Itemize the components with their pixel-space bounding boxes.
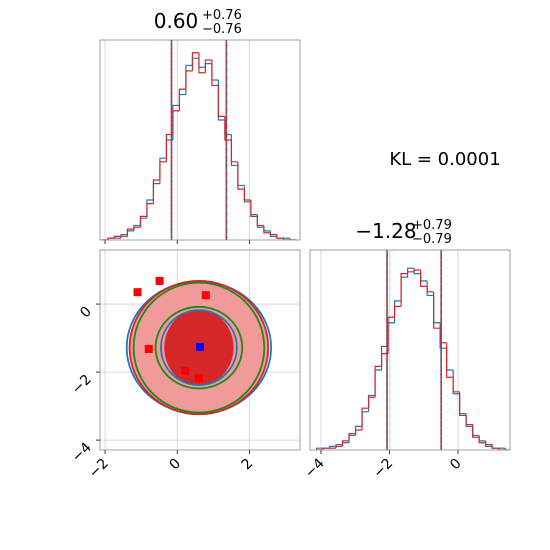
axes-frame: [99, 39, 301, 241]
histogram-step: [120, 233, 128, 239]
histogram-step: [107, 237, 115, 240]
histogram-step: [459, 391, 467, 417]
histogram-step: [491, 444, 499, 449]
histogram-step: [426, 280, 434, 297]
kl-annotation: KL = 0.0001: [389, 149, 500, 170]
contour-line: [154, 305, 244, 390]
histogram-step: [276, 234, 284, 239]
histogram-step: [485, 442, 493, 446]
histogram-step: [126, 228, 134, 237]
histogram-step: [172, 110, 180, 135]
histogram-step: [472, 424, 480, 438]
title-plus: +0.79: [412, 218, 452, 233]
histogram-step: [191, 52, 199, 71]
histogram-step: [178, 88, 186, 111]
histogram-step: [146, 203, 154, 217]
histogram-step: [243, 189, 251, 201]
panel: [315, 250, 510, 450]
histogram-step: [380, 353, 389, 367]
point: [133, 288, 142, 297]
histogram-step: [452, 377, 460, 393]
panel-title: 0.60: [154, 9, 199, 33]
histogram-step: [387, 316, 395, 354]
point: [181, 367, 190, 376]
contour-line: [160, 309, 238, 386]
histogram-step: [250, 200, 258, 217]
histogram-step: [133, 226, 141, 230]
axes-frame: [309, 249, 511, 451]
panel: [101, 40, 297, 240]
histogram-step: [322, 447, 330, 450]
histogram-step: [328, 445, 337, 449]
point: [201, 291, 210, 300]
histogram-step: [159, 161, 167, 180]
histogram-step: [426, 286, 434, 293]
histogram-step: [198, 52, 206, 74]
histogram-step: [341, 440, 350, 447]
histogram-step: [367, 396, 376, 409]
histogram-step: [185, 70, 193, 90]
histogram-step: [211, 60, 219, 87]
title-value: 0.60: [154, 9, 199, 33]
histogram-step: [139, 215, 147, 228]
point: [194, 374, 203, 383]
histogram-step: [439, 328, 447, 344]
histogram-step: [348, 433, 356, 441]
histogram-step: [393, 305, 402, 318]
title-minus: −0.76: [202, 22, 242, 37]
point: [144, 344, 153, 353]
histogram-step: [433, 291, 441, 329]
histogram-step: [224, 116, 232, 141]
point: [155, 276, 164, 285]
panel-title: −1.28: [355, 219, 416, 243]
histogram-step: [315, 447, 324, 450]
title-minus: −0.79: [412, 232, 452, 247]
histogram-step: [152, 179, 160, 204]
histogram-step: [504, 448, 510, 450]
title-value: −1.28: [355, 219, 416, 243]
histogram-step: [282, 238, 290, 240]
histogram-step: [204, 59, 212, 73]
true-value-marker: [196, 342, 204, 351]
histogram-step: [498, 448, 506, 450]
histogram-step: [289, 238, 297, 240]
histogram-step: [237, 161, 245, 190]
contour-line: [132, 281, 266, 414]
histogram-step: [361, 407, 369, 430]
histogram-step: [335, 443, 343, 447]
histogram-step: [217, 85, 225, 117]
histogram-step: [374, 365, 382, 398]
histogram-step: [407, 267, 415, 278]
histogram-step: [269, 232, 277, 236]
histogram-step: [263, 225, 271, 234]
histogram-step: [413, 269, 421, 272]
histogram-step: [230, 140, 238, 163]
histogram-step: [400, 273, 408, 307]
histogram-step: [335, 445, 343, 449]
axes-frame: [99, 249, 301, 451]
histogram-step: [407, 271, 415, 274]
panel: [100, 250, 300, 450]
histogram-step: [256, 216, 264, 227]
histogram-step: [478, 437, 486, 444]
histogram-step: [446, 342, 454, 378]
histogram-step: [354, 429, 363, 434]
title-plus: +0.76: [202, 8, 242, 23]
histogram-step: [465, 415, 473, 426]
histogram-step: [113, 235, 121, 239]
contour-line: [128, 280, 270, 416]
histogram-step: [420, 270, 428, 287]
